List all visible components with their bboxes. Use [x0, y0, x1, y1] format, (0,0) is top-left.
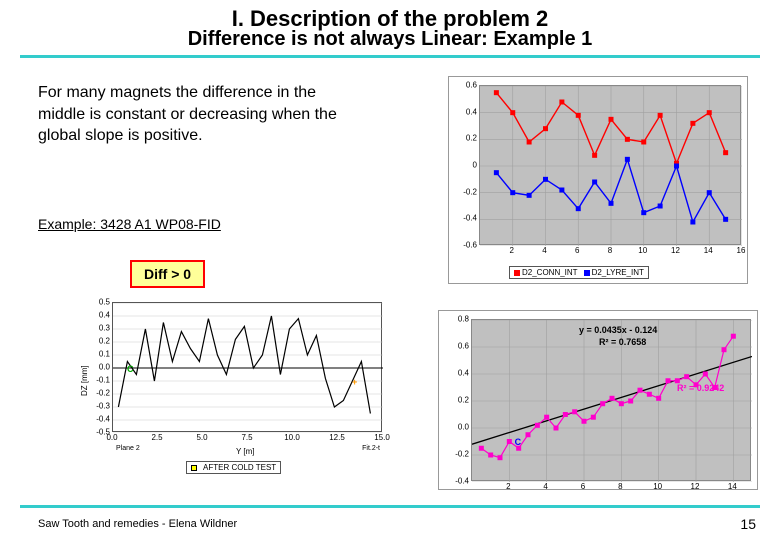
footer-rule: [20, 505, 760, 508]
page-number: 15: [740, 516, 756, 532]
bl-xlabel: Y [m]: [236, 447, 255, 456]
bl-ylabel: DZ [mm]: [80, 365, 89, 396]
legend-bl-plane: Plane 2: [116, 445, 140, 452]
legend-bl-fit: Fit.2-t: [362, 445, 380, 452]
legend-tr: D2_CONN_INT D2_LYRE_INT: [509, 266, 649, 279]
chart-bottom-left: DZ [mm] Y [m] AFTER COLD TEST Plane 2 Fi…: [76, 296, 396, 476]
chart-top-right: D2_CONN_INT D2_LYRE_INT -0.6-0.4-0.200.2…: [448, 76, 748, 284]
page-subtitle: Difference is not always Linear: Example…: [0, 28, 780, 51]
example-label: Example: 3428 A1 WP08-FID: [38, 216, 221, 232]
legend-bl-text: AFTER COLD TEST: [203, 463, 276, 472]
legend-item-1: D2_LYRE_INT: [592, 268, 644, 277]
chart-bottom-right: -0.4-0.20.00.20.40.60.82468101214y = 0.0…: [438, 310, 758, 490]
diff-label: Diff > 0: [130, 260, 205, 288]
header-rule: [20, 55, 760, 58]
footer-text: Saw Tooth and remedies - Elena Wildner: [38, 518, 237, 530]
legend-item-0: D2_CONN_INT: [522, 268, 578, 277]
description-text: For many magnets the difference in the m…: [38, 82, 338, 147]
legend-bl: AFTER COLD TEST: [186, 461, 281, 474]
